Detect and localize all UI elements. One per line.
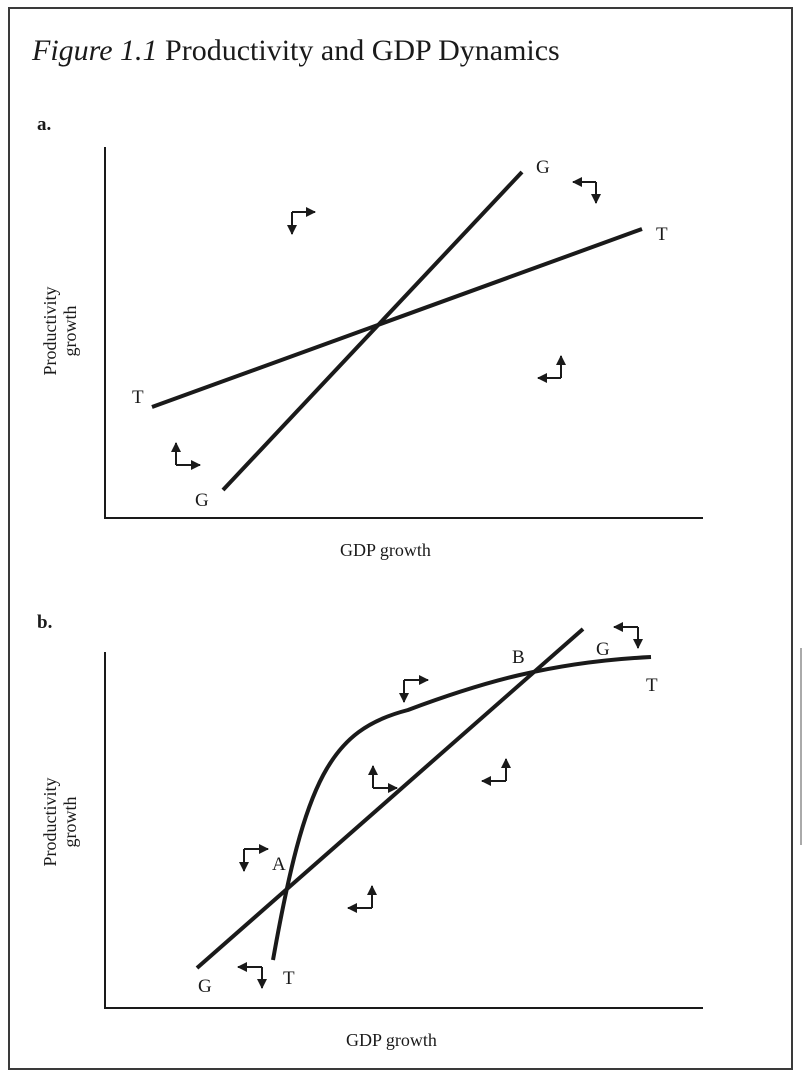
panel-a-arrow-lower-right	[537, 355, 566, 383]
panel-b-t-curve	[271, 655, 652, 961]
panel-a-t-line	[151, 227, 643, 409]
panel-b-arrow-middle-right	[481, 758, 511, 786]
panel-b-arrow-upper	[399, 675, 429, 703]
panel-b-arrow-lower-middle	[347, 885, 377, 913]
panel-b-xlabel: GDP growth	[346, 1030, 437, 1050]
panel-a: G G T T	[104, 147, 703, 519]
figure-title: Figure 1.1 Productivity and GDP Dynamics	[32, 34, 560, 68]
panel-a-g-bottom-label: G	[195, 490, 209, 511]
panel-a-arrow-upper-right	[572, 177, 601, 204]
panel-b-t-right-label: T	[646, 675, 658, 696]
panel-b-arrow-left	[239, 844, 269, 872]
figure-number: Figure 1.1	[32, 34, 158, 67]
panel-a-xlabel: GDP growth	[340, 540, 431, 560]
figure-title-text: Productivity and GDP Dynamics	[165, 34, 560, 67]
panel-b-g-bottom-label: G	[198, 976, 212, 997]
panel-a-g-top-label: G	[536, 157, 550, 178]
panel-a-g-line	[221, 170, 524, 492]
panel-a-arrow-lower-left	[171, 442, 201, 470]
panel-a-t-left-label: T	[132, 387, 144, 408]
panel-b-label: b.	[37, 612, 53, 633]
figure-frame	[8, 7, 793, 1070]
panel-b-arrow-bottom	[237, 962, 267, 989]
panel-a-label: a.	[37, 114, 52, 135]
panel-b-arrow-middle-left	[368, 765, 398, 793]
panel-b-point-b-label: B	[512, 647, 525, 668]
panel-b: G G T T A B	[104, 622, 703, 1009]
panel-a-arrow-upper-left	[287, 207, 316, 235]
panel-b-arrow-top-right	[613, 622, 643, 649]
panel-b-g-line	[195, 627, 585, 970]
panel-a-t-right-label: T	[656, 224, 668, 245]
panel-b-t-bottom-label: T	[283, 968, 295, 989]
panel-b-g-top-label: G	[596, 639, 610, 660]
panel-b-point-a-label: A	[272, 854, 286, 875]
